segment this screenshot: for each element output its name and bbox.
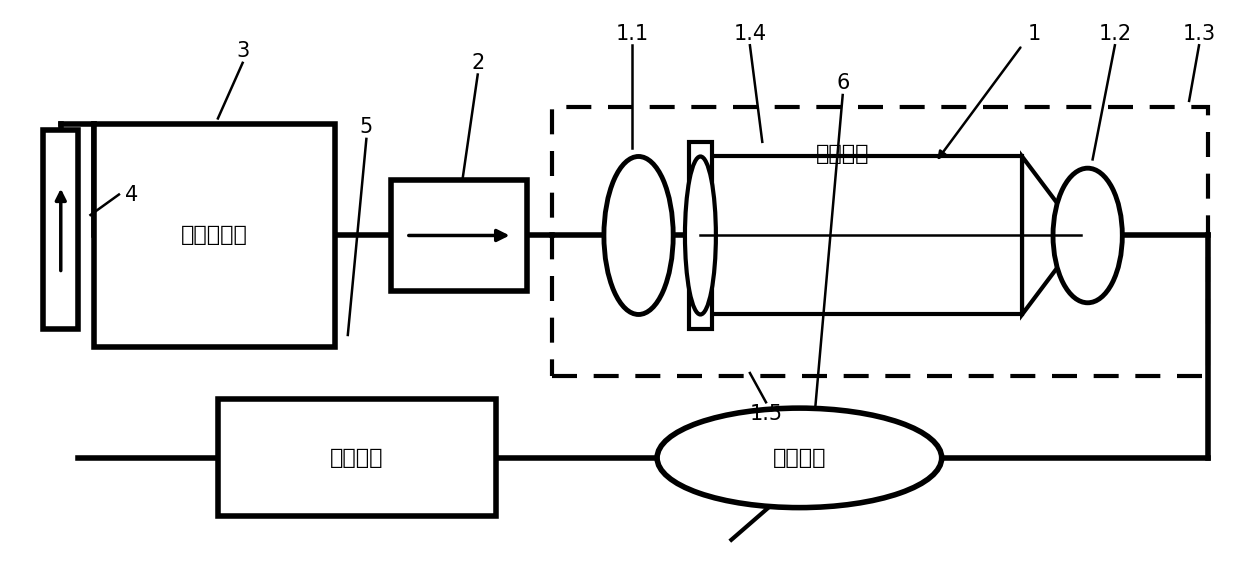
- Text: 5: 5: [360, 117, 373, 137]
- Text: 4: 4: [125, 185, 138, 205]
- Polygon shape: [1022, 156, 1081, 315]
- Text: 1.3: 1.3: [1183, 24, 1215, 44]
- Bar: [391, 180, 527, 291]
- Text: 6: 6: [836, 74, 849, 93]
- Bar: [94, 124, 336, 347]
- Ellipse shape: [657, 408, 941, 507]
- Bar: [552, 107, 1208, 376]
- Ellipse shape: [1053, 168, 1122, 303]
- Ellipse shape: [604, 156, 673, 315]
- Text: 1: 1: [1028, 24, 1042, 44]
- Ellipse shape: [684, 156, 715, 315]
- Bar: [701, 156, 1022, 315]
- Text: 1.4: 1.4: [733, 24, 766, 44]
- Bar: [43, 130, 78, 329]
- Text: 2: 2: [471, 53, 485, 73]
- Bar: [218, 399, 496, 516]
- Text: 滤光模块: 滤光模块: [330, 448, 384, 468]
- Text: 光分路器: 光分路器: [773, 448, 826, 468]
- Text: 1.2: 1.2: [1099, 24, 1131, 44]
- Text: 1.5: 1.5: [749, 404, 782, 424]
- Text: 3: 3: [236, 41, 249, 61]
- Text: 谐振模块: 谐振模块: [816, 143, 869, 163]
- Text: 1.1: 1.1: [616, 24, 649, 44]
- Bar: [689, 142, 712, 329]
- Text: 光放大模块: 光放大模块: [181, 225, 248, 245]
